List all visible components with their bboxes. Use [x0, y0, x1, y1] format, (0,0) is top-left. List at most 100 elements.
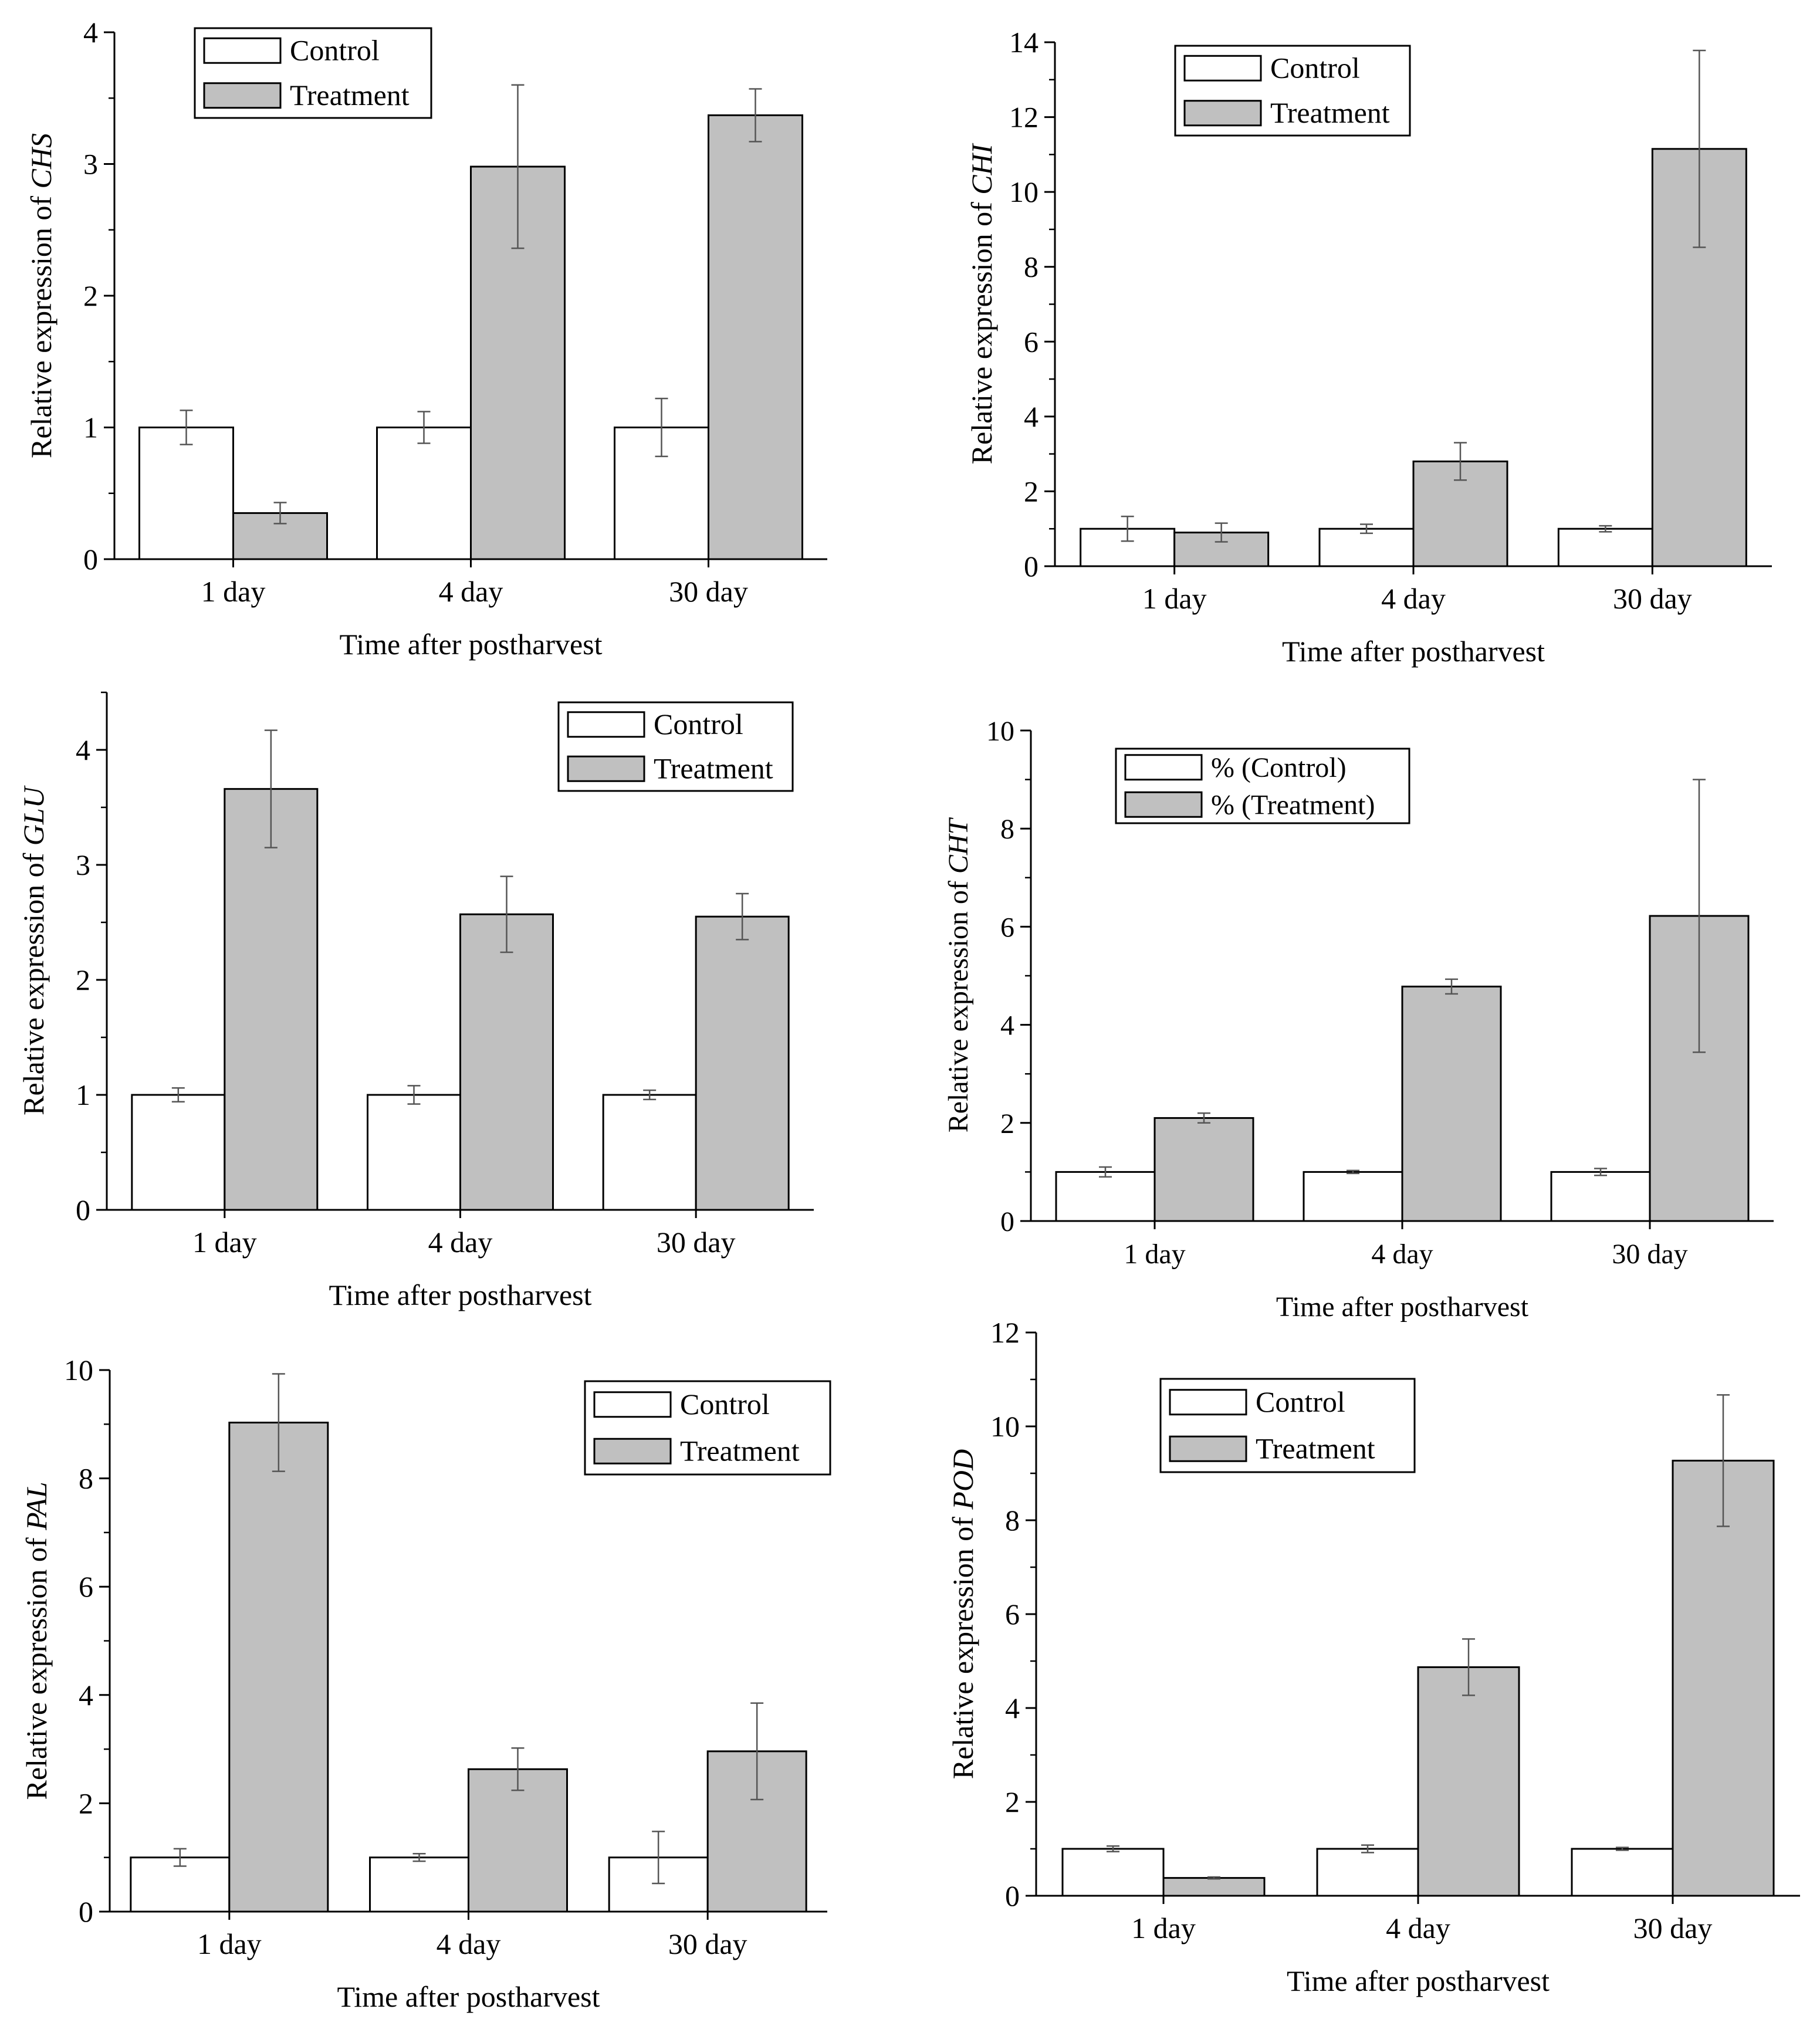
y-axis-title-prefix: Relative expression of [943, 874, 974, 1132]
chart-glu: 1 day 4 day 30 day 0 1 2 3 4 Time after postharv… [17, 691, 814, 1311]
bar-treatment-3 [1651, 148, 1747, 567]
legend-label-1: % (Control) [1211, 752, 1347, 783]
y-axis-title-prefix: Relative expression of [17, 845, 50, 1115]
x-tick-label: 1 day [197, 1927, 262, 1960]
legend-swatch-1 [593, 1391, 672, 1418]
error-bar [1207, 1876, 1220, 1880]
y-tick-label: 1 [76, 1078, 90, 1111]
legend-label-1: Control [654, 708, 743, 740]
y-tick-label: 3 [76, 848, 90, 881]
y-tick-label: 2 [83, 279, 98, 312]
y-axis-title: Relative expression of POD [946, 1449, 979, 1779]
legend-swatch-2 [1183, 100, 1262, 127]
y-tick-label: 2 [1024, 475, 1038, 508]
bar-treatment-1 [1153, 1117, 1254, 1222]
error-bar [1361, 1844, 1374, 1854]
error-bar [1445, 978, 1458, 995]
x-tick-label: 30 day [1612, 1239, 1687, 1270]
error-bar [1717, 1394, 1730, 1527]
y-axis-title-gene: CHS [25, 133, 57, 188]
error-bar [511, 84, 525, 249]
bar-control-2 [367, 1094, 461, 1211]
legend-swatch-1 [1169, 1389, 1247, 1416]
x-tick-label: 4 day [1371, 1239, 1433, 1270]
y-tick-label: 10 [990, 1410, 1020, 1443]
legend-label-1: Control [1256, 1385, 1345, 1418]
error-bar [511, 1747, 525, 1791]
x-axis-title: Time after postharvest [339, 628, 602, 661]
bar-treatment-1 [224, 788, 319, 1211]
error-bar [1360, 523, 1373, 535]
y-axis-title-prefix: Relative expression of [25, 188, 57, 458]
bar-control-3 [602, 1094, 697, 1211]
error-bar [736, 892, 749, 941]
legend: Control Treatment [584, 1380, 831, 1476]
legend-label-2: Treatment [680, 1434, 800, 1467]
bar-control-1 [131, 1094, 226, 1211]
x-tick-label: 1 day [1131, 1912, 1196, 1944]
bar-control-2 [1303, 1171, 1403, 1222]
y-tick-label: 2 [79, 1787, 93, 1819]
bar-control-1 [1061, 1848, 1165, 1897]
legend-label-2: % (Treatment) [1211, 789, 1375, 820]
y-tick-label: 0 [1005, 1879, 1020, 1912]
chart-chi: 1 day 4 day 30 day 0 2 4 6 8 10 12 14 Time after po… [965, 26, 1772, 668]
legend-swatch-2 [593, 1438, 672, 1465]
error-bar [417, 411, 431, 444]
bar-control-3 [1550, 1171, 1651, 1222]
error-bar [180, 410, 193, 445]
legend-swatch-2 [567, 755, 645, 782]
bar-treatment-2 [459, 913, 554, 1211]
x-axis-title: Time after postharvest [337, 1980, 600, 2013]
y-axis-title: Relative expression of CHS [25, 133, 57, 458]
y-tick-label: 8 [79, 1462, 93, 1495]
y-axis-title-gene: CHT [943, 817, 974, 874]
error-bar [273, 502, 287, 525]
legend: Control Treatment [1174, 45, 1411, 137]
x-axis-title: Time after postharvest [1287, 1964, 1550, 1997]
legend: Control Treatment [557, 701, 794, 792]
x-tick-label: 4 day [428, 1226, 493, 1259]
y-tick-label: 4 [76, 733, 90, 766]
error-bar [171, 1087, 185, 1103]
x-tick-label: 4 day [1386, 1912, 1450, 1944]
chart-pod: 1 day 4 day 30 day 0 2 4 6 8 10 12 Time after post… [946, 1316, 1800, 1997]
y-tick-label: 2 [1000, 1108, 1014, 1139]
y-tick-label: 8 [1000, 814, 1014, 845]
y-tick-label: 8 [1005, 1504, 1020, 1537]
x-tick-label: 30 day [1633, 1912, 1713, 1944]
error-bar [1215, 522, 1228, 543]
y-tick-label: 0 [1000, 1206, 1014, 1237]
x-axis-title: Time after postharvest [1282, 635, 1545, 668]
error-bar [1594, 1168, 1607, 1176]
bar-control-3 [1557, 527, 1653, 567]
y-tick-label: 4 [1000, 1010, 1014, 1041]
error-bar [1107, 1845, 1119, 1853]
error-bar [1599, 525, 1612, 533]
chart-cht: 1 day 4 day 30 day 0 2 4 6 8 10 Time after postha… [943, 716, 1774, 1323]
bar-treatment-1 [228, 1422, 329, 1913]
error-bar [1616, 1846, 1629, 1851]
legend-swatch-1 [567, 711, 645, 738]
chart-pal: 1 day 4 day 30 day 0 2 4 6 8 10 Time after postha… [20, 1354, 831, 2013]
legend-swatch-1 [1124, 754, 1203, 781]
error-bar [643, 1089, 657, 1101]
y-tick-label: 0 [83, 543, 98, 576]
bar-control-2 [1318, 527, 1415, 567]
bar-treatment-3 [708, 114, 803, 560]
bar-control-1 [138, 427, 234, 560]
x-tick-label: 1 day [1142, 582, 1207, 615]
bar-treatment-2 [1417, 1666, 1520, 1897]
chart-chs: 1 day 4 day 30 day 0 1 2 3 4 Time after postharv… [25, 16, 827, 661]
bar-control-1 [1055, 1171, 1156, 1222]
error-bar [272, 1373, 285, 1472]
legend-swatch-1 [1183, 55, 1262, 82]
y-tick-label: 0 [76, 1193, 90, 1226]
legend-swatch-1 [203, 37, 282, 64]
y-tick-label: 2 [76, 963, 90, 996]
x-tick-label: 30 day [668, 1927, 747, 1960]
y-tick-label: 0 [79, 1895, 93, 1928]
legend: Control Treatment [1159, 1378, 1416, 1473]
y-tick-label: 6 [1005, 1598, 1020, 1631]
